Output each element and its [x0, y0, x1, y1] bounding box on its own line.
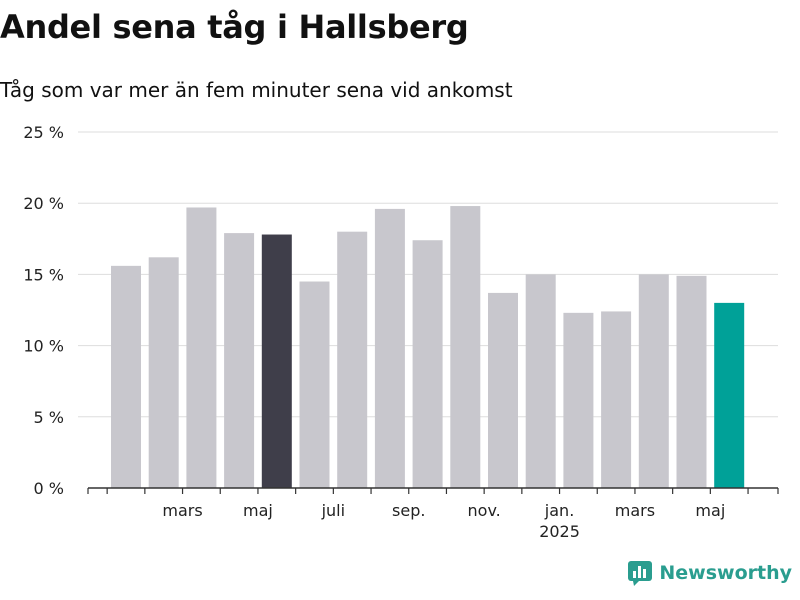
chart-subtitle: Tåg som var mer än fem minuter sena vid … — [0, 78, 513, 102]
bar — [148, 257, 179, 488]
chart-title: Andel sena tåg i Hallsberg — [0, 8, 469, 46]
bar — [525, 274, 556, 488]
bar — [111, 265, 141, 488]
y-tick-label: 10 % — [23, 337, 64, 356]
bar — [601, 311, 632, 488]
bar — [299, 281, 330, 488]
x-tick-label: maj — [695, 501, 725, 520]
bar — [337, 231, 368, 488]
x-tick-label: jan. — [544, 501, 574, 520]
x-tick-label: mars — [162, 501, 202, 520]
bar — [412, 240, 443, 488]
x-tick-label: mars — [615, 501, 655, 520]
bar — [186, 207, 217, 489]
x-tick-label: juli — [321, 501, 345, 520]
bar — [714, 302, 745, 488]
bars — [111, 206, 745, 489]
bar — [374, 208, 405, 488]
x-tick-label: nov. — [468, 501, 501, 520]
bar — [676, 275, 707, 488]
bar — [224, 233, 255, 488]
brand-name: Newsworthy — [659, 562, 792, 584]
x-tick-label: sep. — [392, 501, 425, 520]
x-tick-label: maj — [243, 501, 273, 520]
y-tick-label: 15 % — [23, 265, 64, 284]
y-tick-label: 5 % — [34, 408, 64, 427]
bar — [563, 312, 594, 488]
x-axis — [87, 487, 779, 494]
y-tick-label: 25 % — [23, 123, 64, 142]
bar — [450, 206, 481, 488]
newsworthy-icon — [628, 561, 653, 586]
y-tick-label: 20 % — [23, 194, 64, 213]
newsworthy-logo: Newsworthy — [627, 560, 792, 586]
bar — [638, 274, 669, 488]
y-tick-label: 0 % — [34, 479, 64, 498]
tick-labels: 0 % 5 % 10 % 15 % 20 % 25 % mars maj juli sep. nov… — [23, 123, 725, 541]
bar — [261, 234, 292, 488]
bar — [488, 292, 518, 488]
x-year-label: 2025 — [539, 522, 580, 541]
